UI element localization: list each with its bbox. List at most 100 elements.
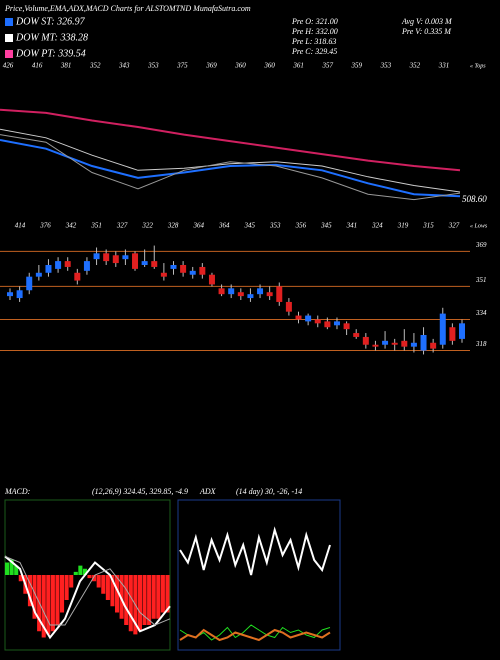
series-line [179,526,331,576]
lows-label: « Lows [470,223,488,229]
macd-bar [160,575,165,613]
candle-body [151,261,158,267]
low-label: 341 [346,222,358,230]
candle-body [170,265,177,269]
info-text: Avg V: 0.003 M [401,17,453,26]
candle-body [160,272,167,277]
low-label: 324 [371,222,383,230]
top-label: 353 [380,62,392,70]
macd-bar [73,571,78,575]
adx-params: (14 day) 30, -26, -14 [236,487,302,496]
candle-body [112,255,119,264]
legend-swatch [5,50,13,58]
candle-body [141,261,148,265]
legend-swatch [5,34,13,42]
candle-body [333,321,340,326]
macd-bar [9,559,14,575]
top-label: 331 [438,62,450,70]
series-line [4,555,171,626]
top-label: 375 [176,62,188,70]
macd-bar [115,575,120,613]
candle-body [343,323,350,330]
top-label: 353 [147,62,159,70]
series-line [0,128,461,193]
macd-bar [69,575,74,588]
candle-body [276,286,283,302]
candle-body [83,261,90,271]
low-label: 345 [244,222,256,230]
candle-body [247,294,254,299]
info-text: Pre O: 321.00 [291,17,338,26]
macd-bar [165,575,170,613]
candle-body [266,292,273,297]
info-text: Pre L: 318.63 [291,37,336,46]
candle-body [55,261,62,269]
candle-body [237,292,244,297]
adx-label: ADX [199,487,217,496]
macd-bar [87,575,92,579]
low-label: 342 [65,222,77,230]
top-label: 360 [234,62,246,70]
candle-body [449,327,456,341]
chart-title: Price,Volume,EMA,ADX,MACD Charts for ALS… [4,4,251,13]
macd-label: MACD: [4,487,31,496]
macd-bar [124,575,129,625]
low-label: 319 [397,222,409,230]
candle-body [7,292,13,297]
candle-body [362,336,369,345]
macd-bar [137,575,142,632]
macd-bar [119,575,124,619]
macd-bar [46,575,51,635]
candle-body [410,342,417,347]
low-label: 353 [269,222,281,230]
macd-bar [78,565,83,575]
legend-label: DOW MT: 338.28 [15,32,88,43]
candle-body [401,340,408,347]
y-tick-label: 334 [475,309,487,317]
macd-bar [27,575,32,607]
low-label: 364 [192,222,204,230]
candle-body [305,315,312,322]
macd-bar [32,575,37,619]
low-label: 315 [422,222,434,230]
candle-body [74,272,81,281]
top-label: 357 [321,62,333,70]
low-label: 376 [39,222,51,230]
top-label: 381 [60,62,72,70]
candle-body [314,319,321,324]
macd-bar [64,575,69,600]
candle-body [64,261,71,267]
candle-body [189,270,196,275]
y-tick-label: 318 [475,340,487,348]
macd-bar [96,575,101,588]
candle-body [257,288,264,295]
top-label: 426 [3,62,14,70]
top-label: 360 [263,62,275,70]
candle-body [218,288,225,295]
info-text: Pre C: 329.45 [291,47,337,56]
macd-bar [50,575,55,632]
tops-label: « Tops [470,63,486,69]
macd-bar [128,575,133,632]
candle-body [26,276,33,291]
candle-body [122,255,129,260]
top-label: 361 [292,62,304,70]
series-line [179,624,331,641]
low-label: 327 [116,222,128,230]
candle-body [391,342,398,345]
macd-bar [18,575,23,582]
candle-body [420,335,427,351]
low-label: 414 [15,222,26,230]
top-label: 352 [409,62,421,70]
macd-bar [14,565,19,575]
last-label: 508.60 [462,194,487,204]
low-label: 351 [90,222,102,230]
legend-label: DOW PT: 339.54 [15,48,86,59]
top-label: 352 [89,62,101,70]
candle-body [372,344,379,347]
macd-bar [105,575,110,600]
candle-body [103,253,110,262]
candle-body [208,274,215,285]
top-label: 343 [118,62,130,70]
